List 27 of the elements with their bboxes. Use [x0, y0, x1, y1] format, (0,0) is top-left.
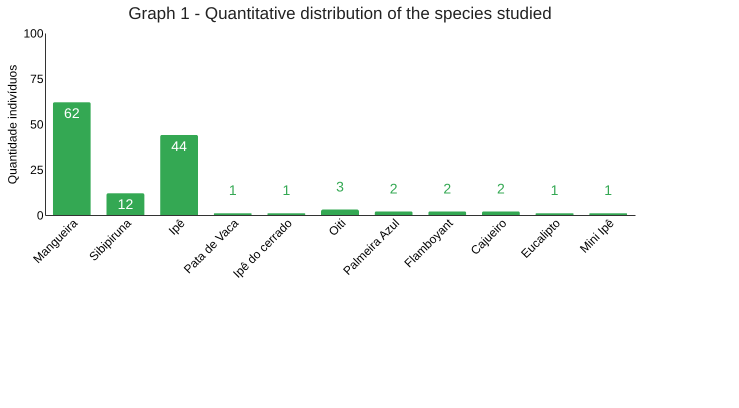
y-tick-label: 75 — [30, 72, 44, 86]
data-label: 1 — [550, 182, 559, 198]
bar — [160, 134, 198, 215]
data-label: 2 — [497, 180, 506, 196]
data-label: 62 — [64, 105, 80, 122]
data-label: 1 — [228, 182, 237, 198]
data-label: 1 — [282, 182, 290, 198]
data-label: 44 — [171, 138, 188, 154]
x-tick-label: Ipê — [166, 216, 188, 238]
y-tick-label: 100 — [23, 26, 44, 40]
bar — [428, 211, 466, 215]
bar — [321, 210, 359, 215]
data-label: 2 — [390, 180, 398, 196]
bar — [482, 211, 520, 215]
bar — [374, 211, 413, 215]
data-label: 3 — [336, 178, 344, 195]
y-tick-label: 25 — [30, 163, 44, 177]
x-tick-label: Oiti — [326, 216, 348, 239]
chart-title: Graph 1 - Quantitative distribution of the species studied — [128, 4, 552, 23]
y-tick-label: 0 — [36, 208, 44, 222]
bar — [106, 193, 144, 215]
y-axis-title: Quantidade indivíduos — [5, 64, 20, 184]
data-label: 1 — [604, 182, 612, 198]
y-tick-label: 50 — [30, 118, 44, 132]
data-label: 12 — [118, 196, 134, 212]
bar — [52, 102, 91, 215]
data-label: 2 — [443, 180, 452, 196]
